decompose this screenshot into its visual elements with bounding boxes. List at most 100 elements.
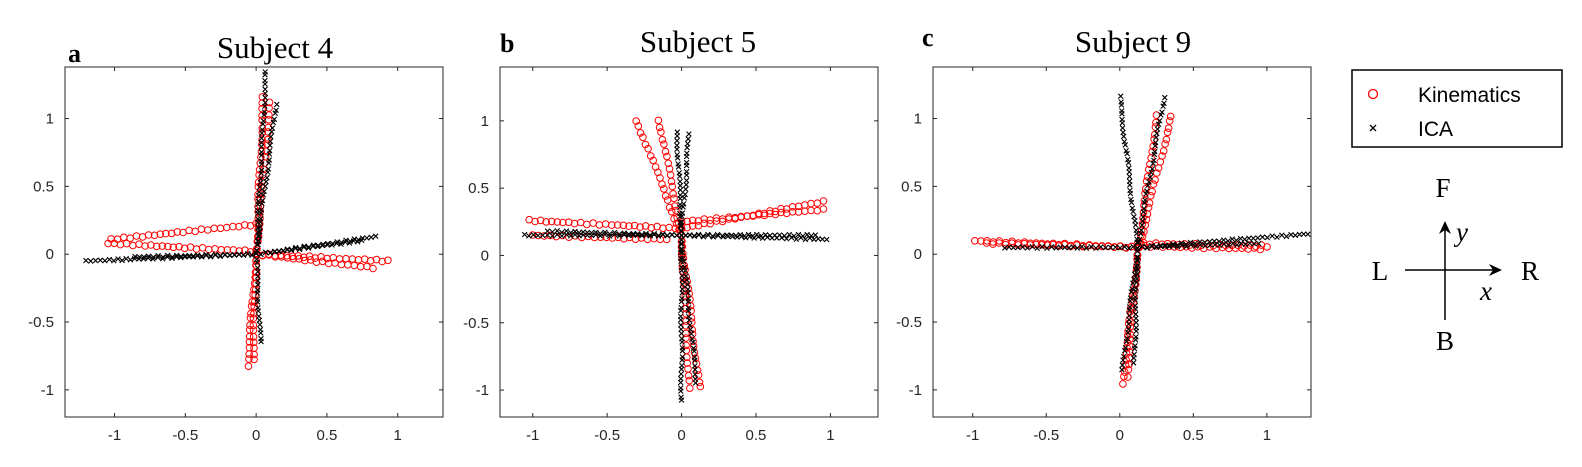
data-point (678, 232, 685, 239)
data-point (706, 219, 715, 228)
x-tick-label: 0.5 (316, 427, 337, 444)
data-point (203, 252, 209, 259)
data-point (1147, 174, 1154, 180)
data-point (227, 252, 233, 258)
data-point (155, 252, 161, 259)
data-point (678, 397, 685, 403)
data-point (1117, 93, 1124, 99)
data-point (819, 236, 826, 242)
data-point (630, 230, 637, 237)
data-point (539, 232, 546, 239)
data-point (1125, 156, 1131, 163)
data-point (559, 218, 567, 227)
data-point (1126, 321, 1132, 327)
data-point (636, 223, 644, 231)
data-point (660, 140, 668, 148)
data-point (97, 257, 104, 263)
data-point (583, 220, 591, 229)
data-point (255, 238, 262, 244)
data-point (1128, 289, 1134, 295)
data-point (152, 242, 161, 251)
data-point (186, 243, 195, 251)
data-point (1130, 360, 1137, 366)
data-point (1230, 240, 1236, 247)
data-point (1170, 242, 1177, 249)
data-point (791, 233, 797, 239)
data-point (1166, 112, 1175, 121)
data-point (1255, 235, 1261, 241)
data-point (1119, 116, 1125, 123)
data-point (1257, 241, 1266, 249)
data-point (107, 235, 115, 243)
data-point (270, 119, 277, 126)
data-point (1132, 288, 1139, 294)
data-point (262, 94, 268, 101)
data-point (649, 156, 658, 165)
data-point (178, 253, 184, 260)
data-point (1292, 232, 1299, 239)
data-point (254, 299, 261, 305)
data-point (680, 201, 687, 207)
data-point (274, 101, 280, 108)
data-point (262, 86, 268, 92)
data-point (542, 218, 551, 226)
x-tick-label: 0.5 (746, 427, 767, 444)
data-point (315, 243, 321, 250)
data-point (679, 339, 685, 345)
data-point (350, 238, 357, 244)
data-point (245, 355, 253, 363)
data-point (621, 230, 627, 236)
data-point (240, 252, 247, 258)
data-point (247, 309, 255, 318)
data-point (135, 240, 143, 248)
data-point (1207, 242, 1213, 248)
data-point (136, 254, 143, 260)
data-point (120, 233, 128, 242)
data-point (777, 208, 785, 217)
y-tick-label: 1 (481, 113, 489, 130)
data-point (636, 129, 645, 137)
axes-frame (64, 66, 444, 418)
data-point (1192, 243, 1199, 249)
data-point (823, 236, 830, 243)
data-point (1126, 316, 1132, 323)
data-point (660, 231, 666, 237)
data-point (169, 254, 176, 260)
data-point (1126, 178, 1133, 185)
subplot-a: a Subject 4 -1 -0.5 0 0.5 1 -1 -0.5 0 0.5 1 (28, 30, 444, 444)
data-point (1029, 243, 1036, 250)
data-point (1139, 243, 1146, 250)
data-point (1134, 271, 1141, 277)
data-point (677, 192, 684, 198)
y-tick-label: 0.5 (33, 178, 54, 195)
data-point (819, 197, 828, 205)
data-point (372, 233, 379, 239)
data-point (1107, 244, 1114, 251)
data-point (294, 252, 303, 260)
data-point (1102, 244, 1109, 251)
data-point (1144, 245, 1150, 251)
data-point (169, 255, 175, 262)
data-point (1238, 240, 1244, 247)
series-kinematics (525, 116, 828, 393)
data-point (266, 157, 272, 163)
legend-box (1351, 69, 1563, 148)
data-point (1183, 243, 1190, 250)
data-point (1120, 372, 1128, 381)
data-point (801, 201, 809, 209)
data-point (606, 231, 613, 237)
data-point (194, 252, 201, 258)
data-point (1124, 365, 1133, 374)
data-point (728, 232, 735, 238)
data-point (150, 231, 159, 240)
data-point (674, 152, 680, 158)
data-point (653, 222, 661, 231)
data-point (687, 326, 694, 333)
data-point (266, 148, 273, 154)
data-point (244, 362, 253, 371)
data-point (1305, 231, 1311, 237)
data-point (150, 254, 157, 260)
data-point (1038, 241, 1046, 249)
data-point (749, 233, 756, 239)
